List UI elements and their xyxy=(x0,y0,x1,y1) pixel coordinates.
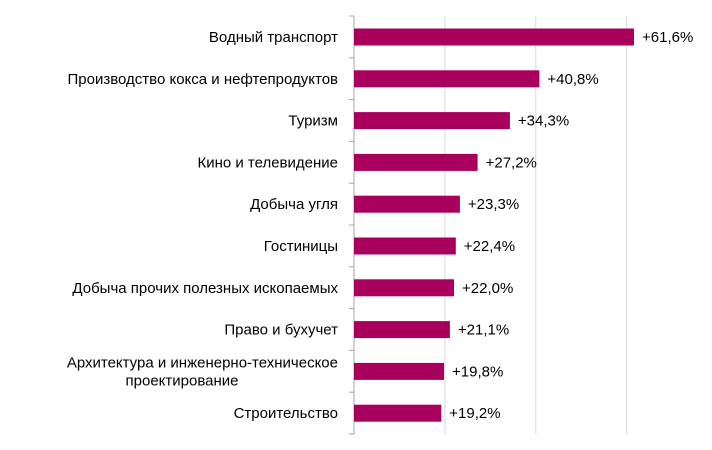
bar xyxy=(354,195,460,213)
category-label: Водный транспорт xyxy=(209,29,338,46)
category-label: Туризм xyxy=(288,113,338,130)
data-label: +22,4% xyxy=(464,238,515,255)
data-label: +27,2% xyxy=(486,154,537,171)
category-label: Архитектура и инженерно-техническое проек… xyxy=(67,354,338,389)
bar xyxy=(354,153,478,171)
data-label: +19,8% xyxy=(452,363,503,380)
bar xyxy=(354,28,634,46)
data-label: +40,8% xyxy=(547,71,598,88)
category-label: Гостиницы xyxy=(264,238,338,255)
data-label: +19,2% xyxy=(449,405,500,422)
category-label: Строительство xyxy=(234,405,338,422)
data-label: +34,3% xyxy=(518,113,569,130)
data-label: +21,1% xyxy=(458,322,509,339)
data-label: +61,6% xyxy=(642,29,693,46)
data-label: +23,3% xyxy=(468,196,519,213)
category-label: Кино и телевидение xyxy=(197,154,338,171)
bar xyxy=(354,321,450,339)
data-label: +22,0% xyxy=(462,280,513,297)
category-label: Добыча прочих полезных ископаемых xyxy=(72,280,338,297)
category-label: Право и бухучет xyxy=(224,322,338,339)
bar xyxy=(354,70,540,88)
bar xyxy=(354,112,510,130)
bar xyxy=(354,362,444,380)
bar xyxy=(354,237,456,255)
category-label: Производство кокса и нефтепродуктов xyxy=(68,71,339,88)
bar xyxy=(354,279,454,297)
bar xyxy=(354,404,442,422)
category-label: Добыча угля xyxy=(250,196,338,213)
